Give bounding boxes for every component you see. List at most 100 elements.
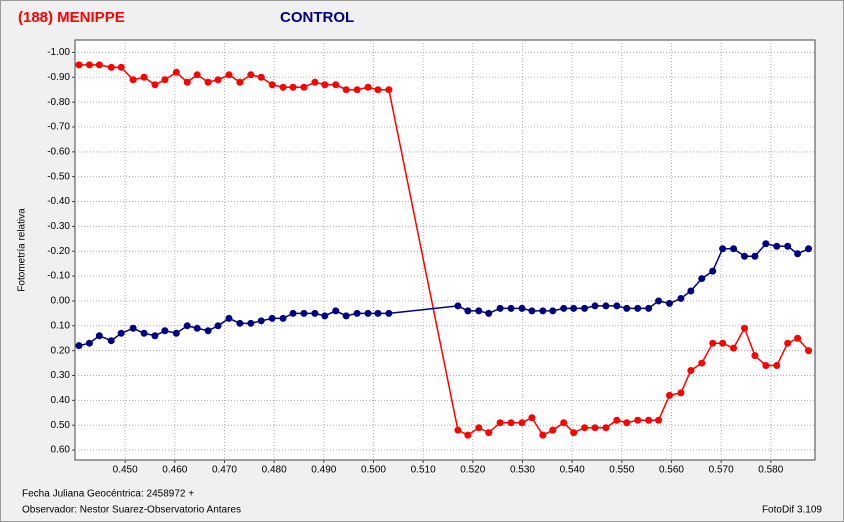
y-tick-label: -0.70 — [47, 122, 70, 133]
data-point — [204, 78, 212, 86]
data-point — [107, 337, 115, 345]
y-tick-label: -1.00 — [47, 47, 70, 58]
data-point — [321, 312, 329, 320]
data-point — [95, 61, 103, 69]
data-point — [268, 81, 276, 89]
data-point — [751, 352, 759, 360]
data-point — [507, 419, 515, 427]
x-tick-label: 0.570 — [709, 465, 734, 476]
data-point — [204, 327, 212, 335]
data-point — [709, 339, 717, 347]
x-tick-label: 0.490 — [311, 465, 336, 476]
data-point — [117, 329, 125, 337]
data-point — [374, 309, 382, 317]
data-point — [454, 426, 462, 434]
data-point — [214, 322, 222, 330]
data-point — [794, 250, 802, 258]
data-point — [528, 414, 536, 422]
software: FotoDif 3.109 — [762, 505, 822, 516]
data-point — [549, 426, 557, 434]
x-tick-label: 0.460 — [162, 465, 187, 476]
series-line — [78, 64, 810, 437]
data-point — [740, 252, 748, 260]
data-point — [161, 327, 169, 335]
data-point — [236, 319, 244, 327]
data-point — [570, 304, 578, 312]
data-point — [591, 424, 599, 432]
y-tick-label: 0.40 — [51, 395, 71, 406]
data-point — [464, 307, 472, 315]
x-tick-label: 0.540 — [560, 465, 585, 476]
data-point — [496, 419, 504, 427]
data-point — [236, 78, 244, 86]
data-point — [95, 332, 103, 340]
data-point — [762, 240, 770, 248]
data-point — [602, 302, 610, 310]
data-point — [75, 342, 83, 350]
x-tick-label: 0.450 — [113, 465, 138, 476]
legend-entry: CONTROL — [280, 9, 354, 26]
data-point — [140, 73, 148, 81]
data-point — [183, 78, 191, 86]
data-point — [385, 86, 393, 94]
data-point — [613, 416, 621, 424]
data-point — [539, 431, 547, 439]
data-point — [655, 297, 663, 305]
y-tick-label: 0.50 — [51, 420, 71, 431]
data-point — [193, 324, 201, 332]
series-line — [78, 242, 809, 347]
y-tick-label: -0.90 — [47, 72, 70, 83]
data-point — [677, 294, 685, 302]
data-point — [773, 242, 781, 250]
data-point — [645, 304, 653, 312]
data-point — [311, 309, 319, 317]
data-point — [528, 307, 536, 315]
data-point — [75, 61, 83, 69]
data-point — [289, 309, 297, 317]
data-point — [570, 429, 578, 437]
data-point — [247, 319, 255, 327]
x-tick-label: 0.470 — [212, 465, 237, 476]
data-point — [257, 317, 265, 325]
legend-entry: (188) MENIPPE — [18, 9, 125, 26]
data-point — [665, 391, 673, 399]
data-point — [332, 81, 340, 89]
data-point — [475, 307, 483, 315]
data-point — [332, 307, 340, 315]
data-point — [740, 324, 748, 332]
data-point — [485, 309, 493, 317]
data-point — [464, 431, 472, 439]
data-point — [560, 419, 568, 427]
data-point — [161, 76, 169, 84]
data-point — [225, 71, 233, 79]
data-point — [353, 309, 361, 317]
data-point — [374, 86, 382, 94]
data-point — [353, 86, 361, 94]
y-tick-label: -0.50 — [47, 171, 70, 182]
x-tick-label: 0.530 — [510, 465, 535, 476]
data-point — [794, 334, 802, 342]
data-point — [85, 339, 93, 347]
data-point — [773, 362, 781, 370]
data-point — [677, 389, 685, 397]
data-point — [591, 302, 599, 310]
data-point — [193, 71, 201, 79]
y-axis-label: Fotometría relativa — [17, 208, 28, 292]
data-point — [364, 309, 372, 317]
data-point — [719, 339, 727, 347]
data-point — [805, 347, 813, 355]
data-point — [183, 322, 191, 330]
x-tick-label: 0.520 — [460, 465, 485, 476]
data-point — [623, 419, 631, 427]
data-point — [107, 63, 115, 71]
data-point — [539, 307, 547, 315]
data-point — [225, 314, 233, 322]
y-tick-label: 0.30 — [51, 370, 71, 381]
x-tick-label: 0.580 — [758, 465, 783, 476]
data-point — [247, 71, 255, 79]
x-tick-label: 0.550 — [609, 465, 634, 476]
data-point — [279, 314, 287, 322]
y-tick-label: 0.00 — [51, 296, 71, 307]
data-point — [151, 332, 159, 340]
